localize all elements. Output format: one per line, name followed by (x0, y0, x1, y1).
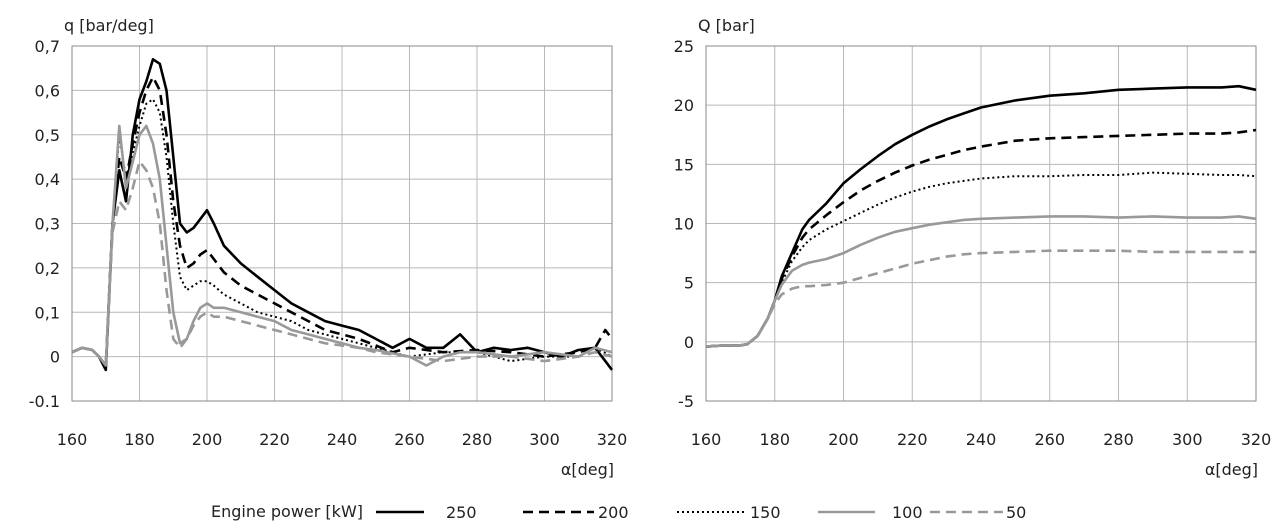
y-axis-title: q [bar/deg] (64, 16, 154, 35)
legend: Engine power [kW] 250 200 150 100 50 (211, 502, 1026, 522)
x-tick-label: 300 (1172, 430, 1203, 449)
x-tick-label: 220 (897, 430, 928, 449)
x-tick-label: 160 (691, 430, 722, 449)
grid (706, 46, 1256, 401)
legend-label-200: 200 (598, 503, 629, 522)
legend-label-250: 250 (446, 503, 477, 522)
x-axis-title: α[deg] (1205, 460, 1258, 479)
x-tick-label: 260 (1034, 430, 1065, 449)
y-tick-label: 0 (50, 348, 60, 367)
y-tick-label: 0 (684, 333, 694, 352)
x-tick-label: 300 (529, 430, 560, 449)
y-tick-label: 0,6 (35, 81, 60, 100)
y-tick-label: 0,2 (35, 259, 60, 278)
legend-label-50: 50 (1006, 503, 1026, 522)
y-tick-label: 10 (674, 215, 694, 234)
y-tick-label: 15 (674, 155, 694, 174)
y-tick-label: 5 (684, 274, 694, 293)
x-tick-label: 180 (124, 430, 155, 449)
y-tick-label: -5 (678, 392, 694, 411)
chart-cumulative-heat-release: 160 180 200 220 240 260 280 300 320 -5 0 5 10 15 20 25Q… (674, 16, 1272, 479)
x-tick-label: 200 (828, 430, 859, 449)
x-tick-label: 220 (259, 430, 290, 449)
y-axis-title: Q [bar] (698, 16, 755, 35)
y-tick-label: 0,4 (35, 170, 60, 189)
y-tick-label: 25 (674, 37, 694, 56)
y-tick-label: 0,5 (35, 126, 60, 145)
x-tick-label: 320 (597, 430, 628, 449)
x-tick-label: 240 (966, 430, 997, 449)
y-tick-label: 20 (674, 96, 694, 115)
y-tick-label: -0.1 (29, 392, 60, 411)
x-tick-label: 320 (1241, 430, 1272, 449)
x-tick-label: 160 (57, 430, 88, 449)
y-tick-label: 0,7 (35, 37, 60, 56)
x-tick-label: 180 (759, 430, 790, 449)
chart-heat-release-rate: 160 180 200 220 240 260 280 300 320 -0.1 0 0,1 0,2 0,… (29, 16, 627, 479)
x-tick-label: 260 (394, 430, 425, 449)
x-axis-title: α[deg] (561, 460, 614, 479)
x-tick-label: 240 (327, 430, 358, 449)
x-tick-label: 280 (462, 430, 493, 449)
legend-label-150: 150 (750, 503, 781, 522)
legend-label-100: 100 (892, 503, 923, 522)
x-tick-label: 200 (192, 430, 223, 449)
y-tick-label: 0,3 (35, 215, 60, 234)
legend-title: Engine power [kW] (211, 502, 363, 521)
x-tick-label: 280 (1103, 430, 1134, 449)
y-tick-label: 0,1 (35, 303, 60, 322)
